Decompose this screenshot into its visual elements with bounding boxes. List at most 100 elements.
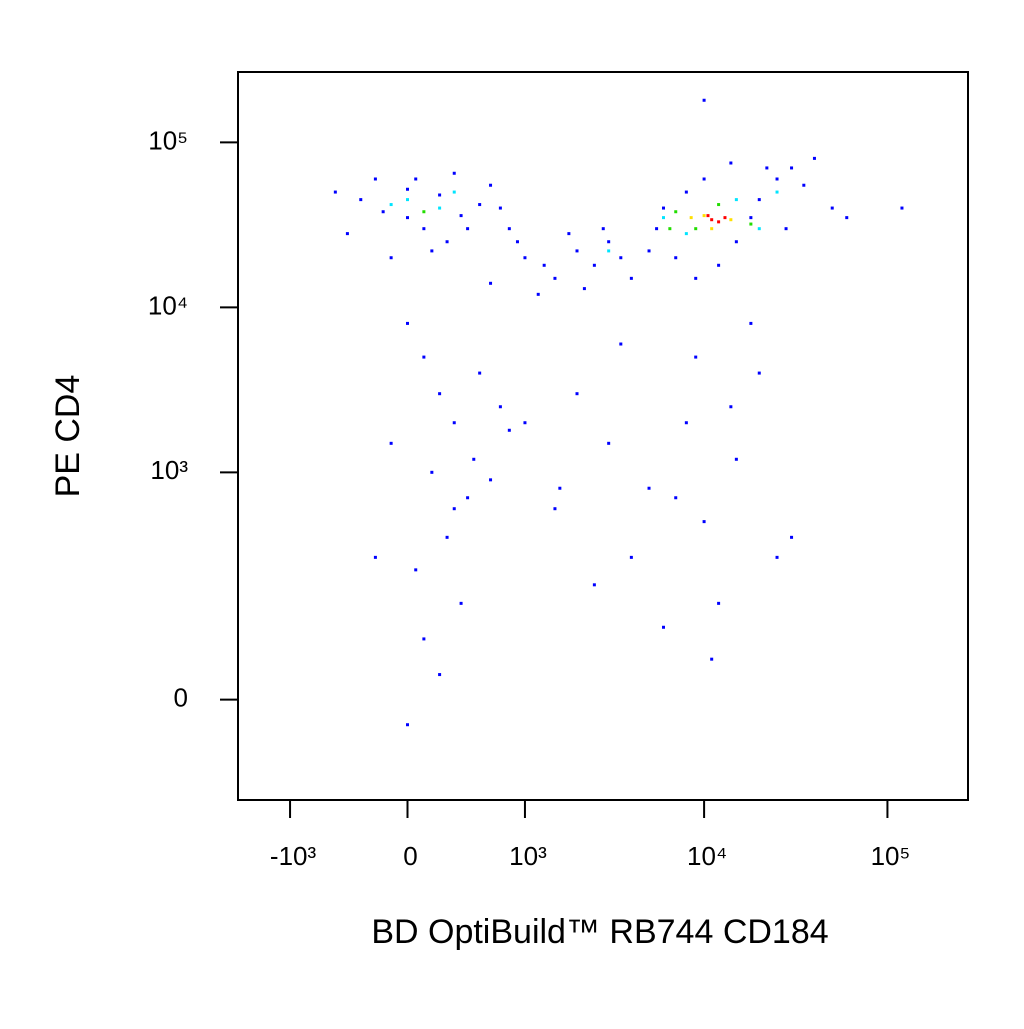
x-axis-label: BD OptiBuild™ RB744 CD184 xyxy=(371,913,828,951)
point xyxy=(459,214,463,218)
point xyxy=(452,171,456,175)
point xyxy=(558,486,562,490)
point xyxy=(430,249,434,253)
point xyxy=(389,203,393,207)
point xyxy=(422,210,426,214)
point xyxy=(734,457,738,461)
point xyxy=(674,496,678,500)
point xyxy=(389,256,393,260)
point xyxy=(790,166,794,170)
point xyxy=(452,421,456,425)
point xyxy=(515,240,519,244)
point xyxy=(749,216,753,220)
point xyxy=(478,371,482,375)
point xyxy=(489,478,493,482)
point xyxy=(553,507,557,511)
point xyxy=(702,214,706,218)
point xyxy=(359,198,363,202)
point xyxy=(422,637,426,641)
point xyxy=(694,276,698,280)
point xyxy=(694,355,698,359)
x-tick-label: -10³ xyxy=(270,841,317,871)
point xyxy=(729,161,733,165)
point xyxy=(668,227,672,231)
point xyxy=(710,218,714,222)
point xyxy=(655,227,659,231)
point xyxy=(489,281,493,285)
point xyxy=(702,177,706,181)
point xyxy=(507,227,511,231)
point xyxy=(438,193,442,197)
point xyxy=(345,232,349,236)
point xyxy=(702,98,706,102)
point xyxy=(553,276,557,280)
point xyxy=(575,249,579,253)
point xyxy=(438,673,442,677)
x-tick-label: 10⁴ xyxy=(687,841,727,871)
x-tick-label: 0 xyxy=(403,841,417,871)
point xyxy=(406,187,410,191)
point xyxy=(592,583,596,587)
point xyxy=(619,342,623,346)
y-axis-label: PE CD4 xyxy=(49,375,87,498)
point xyxy=(592,263,596,267)
point xyxy=(729,405,733,409)
point xyxy=(523,421,527,425)
y-tick-label: 0 xyxy=(174,683,188,713)
point xyxy=(430,470,434,474)
point xyxy=(389,441,393,445)
point xyxy=(694,227,698,231)
point xyxy=(406,723,410,727)
point xyxy=(674,256,678,260)
point xyxy=(489,183,493,187)
point xyxy=(734,198,738,202)
point xyxy=(438,206,442,210)
point xyxy=(542,263,546,267)
point xyxy=(812,156,816,160)
point xyxy=(582,287,586,291)
point xyxy=(507,428,511,432)
point xyxy=(689,216,693,220)
point xyxy=(775,555,779,559)
point xyxy=(523,256,527,260)
point xyxy=(647,486,651,490)
y-tick-label: 10⁵ xyxy=(148,125,188,155)
point xyxy=(373,177,377,181)
point xyxy=(749,321,753,325)
point xyxy=(790,535,794,539)
point xyxy=(575,392,579,396)
point xyxy=(422,227,426,231)
point xyxy=(775,190,779,194)
point xyxy=(717,203,721,207)
point xyxy=(661,206,665,210)
point xyxy=(647,249,651,253)
point xyxy=(333,190,337,194)
point xyxy=(830,206,834,210)
point xyxy=(601,227,605,231)
point xyxy=(734,240,738,244)
point xyxy=(702,520,706,524)
point xyxy=(684,421,688,425)
point xyxy=(445,535,449,539)
point xyxy=(900,206,904,210)
point xyxy=(406,321,410,325)
point xyxy=(629,555,633,559)
plot-frame xyxy=(237,71,969,801)
point xyxy=(607,249,611,253)
point xyxy=(757,227,761,231)
point xyxy=(466,227,470,231)
point xyxy=(684,190,688,194)
point xyxy=(607,441,611,445)
point xyxy=(706,214,710,218)
point xyxy=(629,276,633,280)
point xyxy=(472,457,476,461)
point xyxy=(438,392,442,396)
point xyxy=(729,218,733,222)
point xyxy=(498,405,502,409)
point xyxy=(757,198,761,202)
point xyxy=(466,496,470,500)
point xyxy=(749,222,753,226)
point xyxy=(775,177,779,181)
point xyxy=(717,263,721,267)
x-tick-label: 10⁵ xyxy=(871,841,911,871)
